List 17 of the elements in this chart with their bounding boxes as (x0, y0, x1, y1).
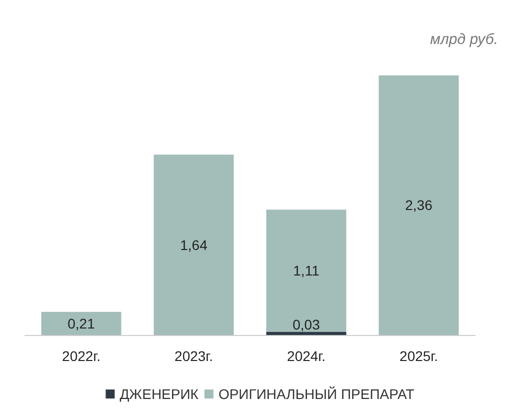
x-tick-label: 2025г. (400, 348, 438, 364)
x-tick-label: 2023г. (174, 348, 213, 364)
bar (41, 312, 122, 335)
x-tick-label: 2022г. (62, 348, 100, 364)
legend-label: ДЖЕНЕРИК (120, 386, 200, 402)
data-label: 1,11 (293, 262, 320, 279)
data-label: 0,21 (68, 315, 96, 332)
bar (154, 154, 234, 335)
text: млрд руб. (430, 31, 498, 48)
bar (378, 75, 459, 335)
data-label: 0,03 (292, 316, 320, 333)
x-tick-label: 2024г. (287, 348, 326, 364)
data-label: 1,64 (180, 236, 208, 253)
bar (266, 210, 346, 332)
bar (266, 332, 346, 335)
legend-label: ОРИГИНАЛЬНЫЙ ПРЕПАРАТ (218, 386, 415, 402)
data-label: 2,36 (405, 197, 433, 214)
